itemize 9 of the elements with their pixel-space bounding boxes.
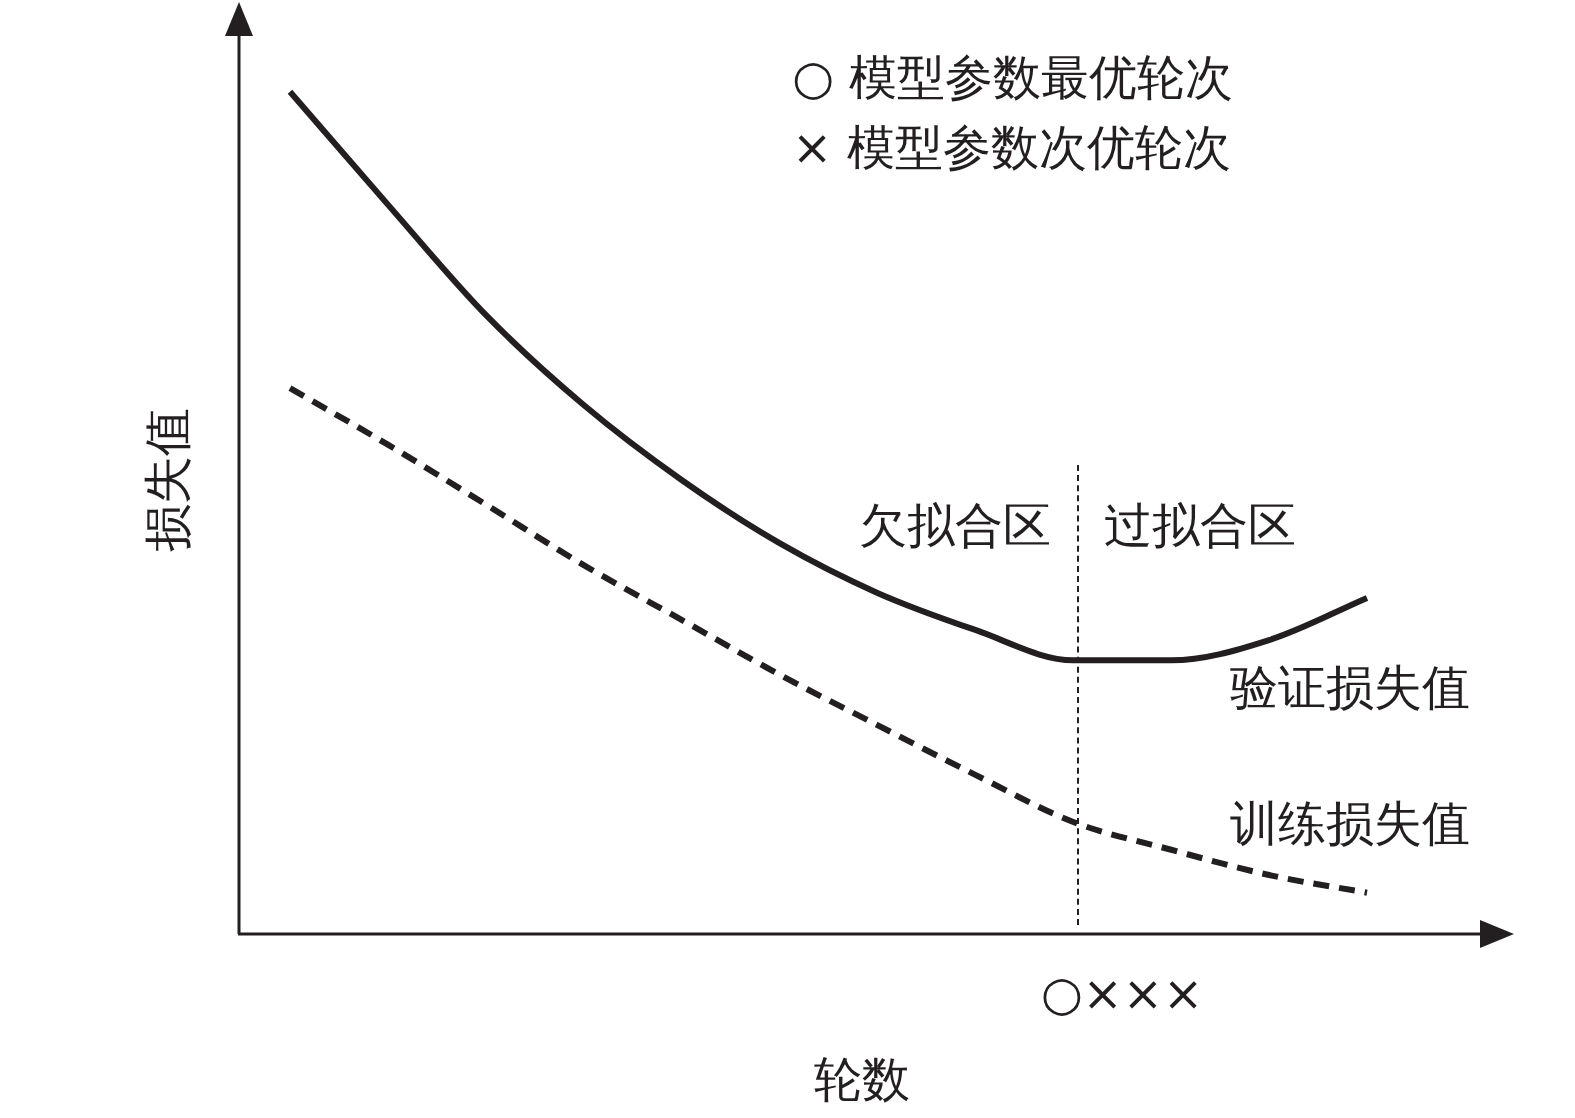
- annotation: 过拟合区: [1104, 497, 1296, 554]
- annotation: 欠拟合区: [859, 497, 1051, 554]
- x-axis-title: 轮数: [814, 1051, 910, 1108]
- annotation: × 模型参数次优轮次: [792, 119, 1232, 176]
- y-axis-title: 损失值: [139, 408, 196, 552]
- series-label: 验证损失值: [1230, 659, 1470, 716]
- series-label: 训练损失值: [1230, 795, 1470, 852]
- text: ○×××: [1040, 965, 1204, 1022]
- annotation: ○ 模型参数最优轮次: [792, 49, 1234, 106]
